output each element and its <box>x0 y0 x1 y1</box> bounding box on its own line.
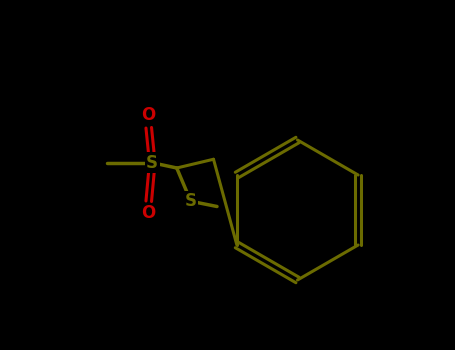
Text: O: O <box>142 204 156 223</box>
Text: O: O <box>142 106 156 125</box>
Text: S: S <box>146 154 158 172</box>
Text: S: S <box>185 192 197 210</box>
